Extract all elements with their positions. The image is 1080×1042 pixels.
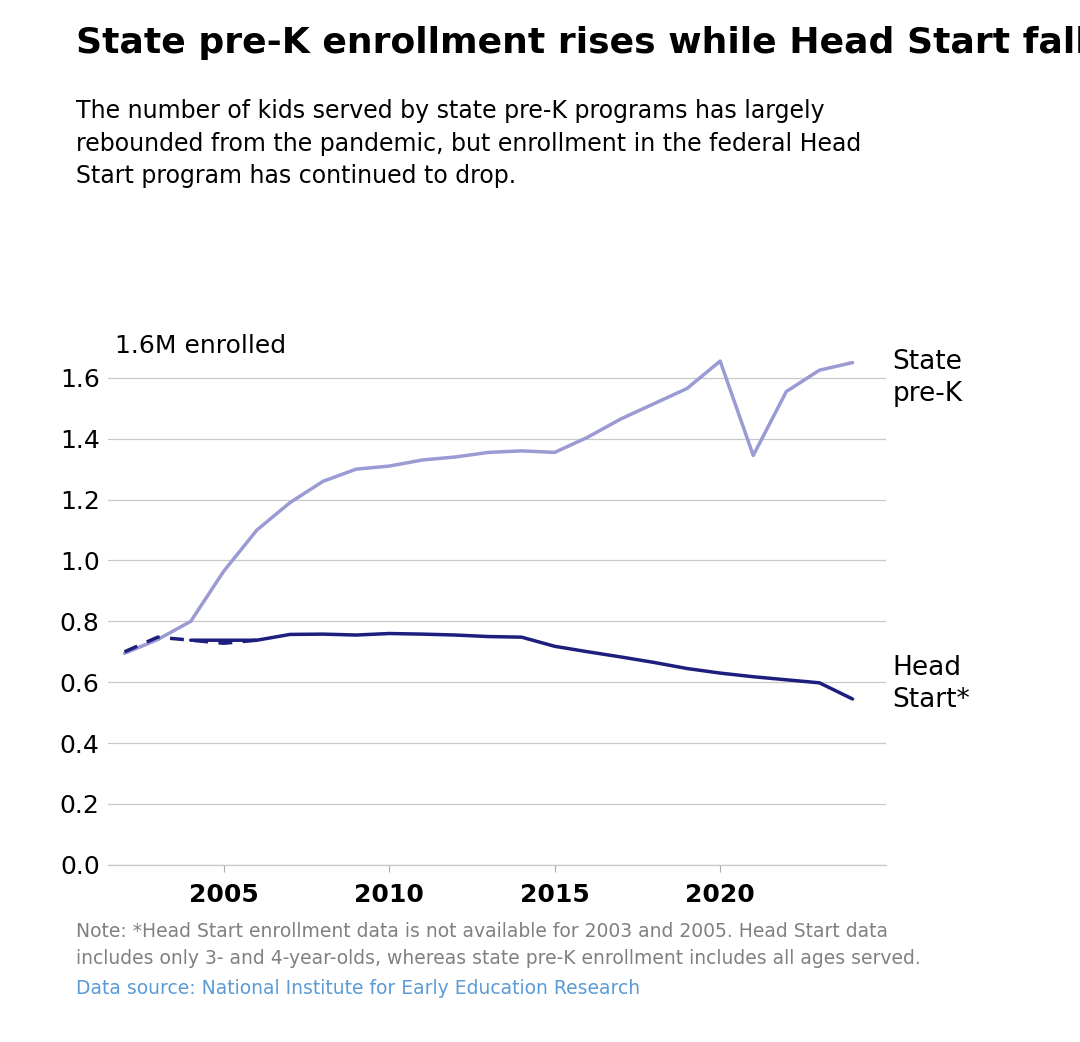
Text: 1.6M enrolled: 1.6M enrolled	[114, 334, 286, 358]
Text: State
pre-K: State pre-K	[892, 349, 962, 406]
Text: Data source: National Institute for Early Education Research: Data source: National Institute for Earl…	[76, 979, 639, 998]
Text: State pre-K enrollment rises while Head Start falls: State pre-K enrollment rises while Head …	[76, 26, 1080, 60]
Text: Head
Start*: Head Start*	[892, 654, 970, 713]
Text: Note: *Head Start enrollment data is not available for 2003 and 2005. Head Start: Note: *Head Start enrollment data is not…	[76, 922, 920, 968]
Text: The number of kids served by state pre-K programs has largely
rebounded from the: The number of kids served by state pre-K…	[76, 99, 861, 189]
